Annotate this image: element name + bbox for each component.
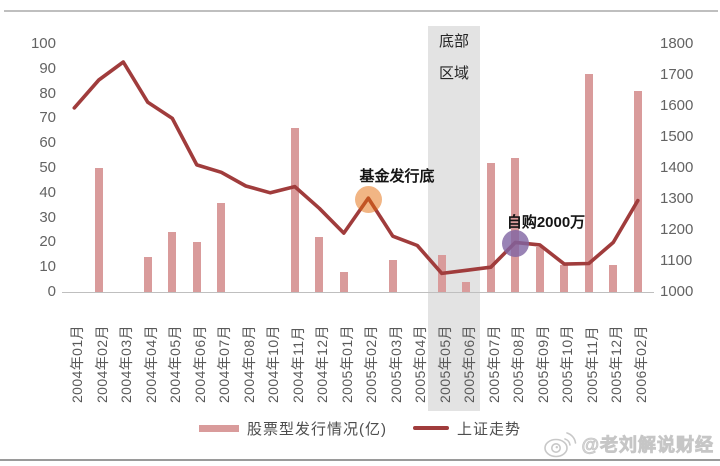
y-axis-label-right: 1600 bbox=[660, 97, 694, 114]
bar-2005年12月 bbox=[609, 264, 618, 292]
x-axis-label: 2004年10月 bbox=[265, 325, 282, 403]
x-axis-label: 2005年11月 bbox=[583, 326, 600, 403]
legend: 股票型发行情况(亿) 上证走势 bbox=[0, 417, 720, 439]
y-axis-label-right: 1100 bbox=[660, 252, 693, 269]
weibo-icon bbox=[544, 432, 577, 458]
y-axis-label-right: 1000 bbox=[660, 283, 694, 300]
y-axis-label-left: 80 bbox=[39, 84, 56, 102]
x-axis-line bbox=[62, 292, 654, 293]
bar-2005年06月 bbox=[462, 282, 471, 292]
top-border-line bbox=[4, 10, 718, 12]
bar-2005年03月 bbox=[388, 259, 397, 292]
bar-2005年05月 bbox=[437, 254, 446, 292]
legend-bar-swatch bbox=[198, 424, 239, 432]
y-axis-label-left: 20 bbox=[39, 233, 56, 251]
bar-2005年01月 bbox=[339, 272, 348, 292]
bar-2004年04月 bbox=[143, 257, 152, 292]
y-axis-label-left: 70 bbox=[39, 109, 56, 127]
legend-line-swatch bbox=[412, 426, 449, 430]
x-axis-label: 2004年06月 bbox=[191, 325, 208, 403]
annotation-self-purchase: 自购2000万 bbox=[506, 214, 586, 231]
x-axis-label: 2005年09月 bbox=[534, 325, 551, 403]
legend-line-label: 上证走势 bbox=[456, 420, 521, 438]
y-axis-label-right: 1500 bbox=[660, 128, 694, 145]
y-axis-label-left: 60 bbox=[39, 134, 56, 152]
x-axis-label: 2005年05月 bbox=[436, 325, 453, 403]
bar-2004年05月 bbox=[168, 232, 177, 292]
x-axis-label: 2004年05月 bbox=[167, 325, 184, 403]
bar-2004年11月 bbox=[290, 128, 299, 292]
y-axis-label-left: 90 bbox=[39, 59, 56, 77]
y-axis-label-right: 1200 bbox=[660, 221, 694, 238]
y-axis-label-left: 0 bbox=[47, 283, 56, 300]
watermark: @老刘解说财经 bbox=[543, 429, 714, 459]
x-axis-label: 2005年07月 bbox=[485, 325, 502, 403]
x-axis-label: 2004年04月 bbox=[142, 325, 159, 403]
y-axis-label-left: 40 bbox=[39, 183, 56, 201]
y-axis-label-right: 1400 bbox=[660, 159, 694, 176]
y-axis-label-left: 10 bbox=[39, 258, 56, 276]
bar-2005年10月 bbox=[560, 264, 569, 292]
bar-2004年12月 bbox=[315, 237, 324, 292]
x-axis-label: 2004年01月 bbox=[69, 325, 86, 403]
y-axis-label-right: 1700 bbox=[660, 66, 694, 83]
x-axis-label: 2005年08月 bbox=[510, 325, 527, 403]
x-axis-label: 2005年06月 bbox=[461, 325, 478, 403]
bar-2006年02月 bbox=[633, 91, 642, 292]
x-axis-label: 2005年02月 bbox=[363, 325, 380, 403]
x-axis-label: 2005年12月 bbox=[608, 325, 625, 403]
bottom-zone-label-line2: 区域 bbox=[438, 65, 469, 82]
legend-bar-label: 股票型发行情况(亿) bbox=[246, 420, 387, 438]
highlight-circle-self-purchase bbox=[501, 229, 529, 257]
bar-2004年02月 bbox=[94, 168, 103, 292]
x-axis-label: 2005年01月 bbox=[338, 325, 355, 403]
y-axis-label-right: 1300 bbox=[660, 190, 694, 207]
x-axis-label: 2004年08月 bbox=[240, 325, 257, 403]
y-axis-label-left: 100 bbox=[30, 35, 56, 52]
bar-2004年06月 bbox=[192, 242, 201, 292]
watermark-text: @老刘解说财经 bbox=[581, 435, 714, 456]
x-axis-label: 2004年11月 bbox=[289, 326, 306, 403]
x-axis-label: 2004年12月 bbox=[314, 325, 331, 403]
y-axis-label-left: 30 bbox=[39, 208, 56, 226]
x-axis-label: 2004年07月 bbox=[216, 325, 233, 403]
highlight-circle-fund-bottom bbox=[354, 185, 382, 213]
x-axis-label: 2004年03月 bbox=[118, 325, 135, 403]
x-axis-label: 2005年04月 bbox=[412, 325, 429, 403]
legend-item-bars: 股票型发行情况(亿) bbox=[198, 418, 387, 439]
bar-2004年07月 bbox=[217, 202, 226, 292]
x-axis-label: 2006年02月 bbox=[632, 325, 649, 403]
bar-2005年09月 bbox=[535, 247, 544, 292]
bar-2005年11月 bbox=[584, 73, 593, 292]
bottom-zone-label-line1: 底部 bbox=[438, 33, 469, 50]
bottom-border-line bbox=[0, 459, 720, 461]
y-axis-label-right: 1800 bbox=[660, 35, 694, 52]
annotation-fund-bottom: 基金发行底 bbox=[359, 168, 435, 185]
x-axis-label: 2005年10月 bbox=[559, 325, 576, 403]
x-axis-label: 2005年03月 bbox=[387, 325, 404, 403]
x-axis-label: 2004年02月 bbox=[93, 325, 110, 403]
legend-item-line: 上证走势 bbox=[399, 418, 521, 439]
y-axis-label-left: 50 bbox=[39, 159, 56, 176]
